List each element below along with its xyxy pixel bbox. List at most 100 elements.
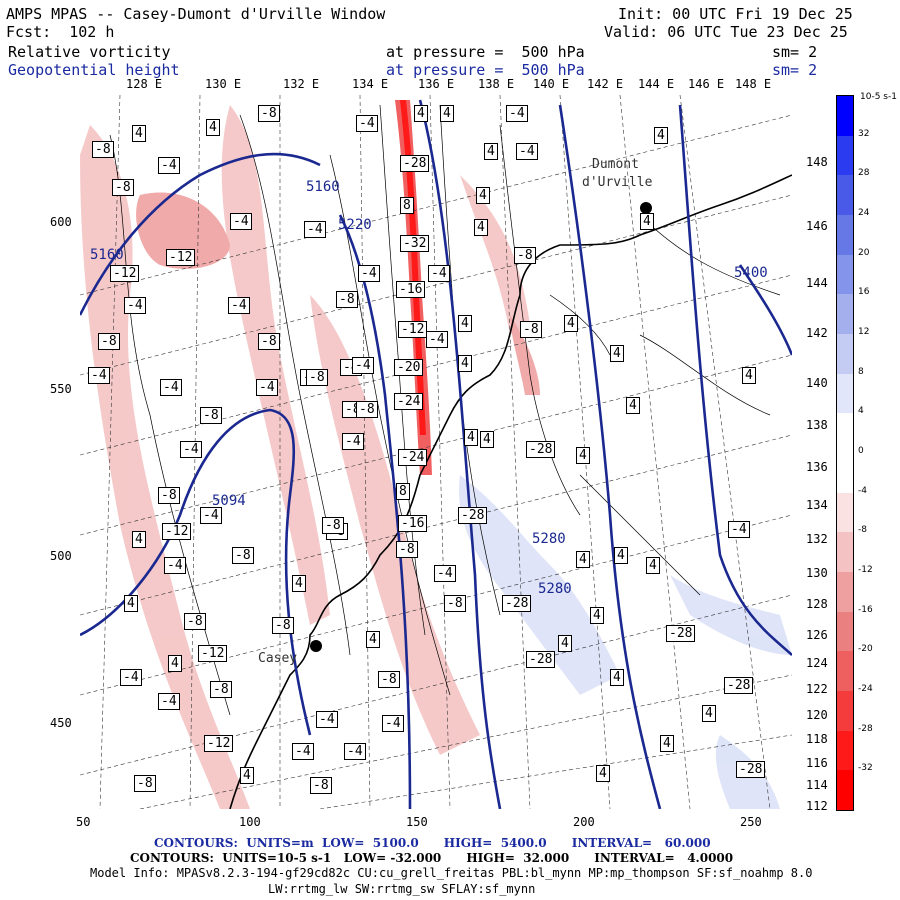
colorbar-swatch: [837, 373, 853, 414]
vorticity-label: 4: [366, 631, 380, 648]
lat-label: 120 E: [806, 708, 843, 722]
station-label-dumont: Dumont: [592, 157, 639, 172]
vorticity-label: -8: [514, 247, 536, 264]
colorbar-tick-label: 24: [858, 208, 870, 218]
lat-label: 144 E: [806, 276, 843, 290]
vorticity-label: -12: [110, 265, 140, 282]
colorbar-swatch: [837, 651, 853, 691]
init-time: Init: 00 UTC Fri 19 Dec 25: [618, 5, 853, 23]
vorticity-label: 8: [400, 197, 414, 214]
vorticity-label: -16: [398, 515, 428, 532]
colorbar-swatch: [837, 135, 853, 176]
vorticity-label: 4: [480, 431, 494, 448]
vorticity-label: -28: [458, 507, 488, 524]
vorticity-label: -4: [316, 711, 338, 728]
lat-label: 132 E: [806, 532, 843, 546]
vorticity-label: 4: [474, 219, 488, 236]
lat-label: 138 E: [806, 418, 843, 432]
vorticity-label: 4: [654, 127, 668, 144]
x-tick-label: 250: [740, 815, 762, 829]
vorticity-label: -4: [120, 669, 142, 686]
vorticity-map: Dumont d'Urville Casey 5160 5160 5220 50…: [80, 95, 792, 809]
vorticity-label: 4: [610, 669, 624, 686]
vorticity-label: 4: [464, 429, 478, 446]
vorticity-label: -4: [434, 565, 456, 582]
lat-label: 124 E: [806, 656, 843, 670]
vorticity-label: 4: [702, 705, 716, 722]
dumont-durville-station-dot: [640, 202, 652, 214]
vorticity-label: 4: [742, 367, 756, 384]
y-tick-label: 600: [50, 215, 72, 229]
vorticity-label: -32: [400, 235, 430, 252]
vorticity-label: 4: [576, 447, 590, 464]
vorticity-label: 4: [610, 345, 624, 362]
lat-label: 128 E: [806, 597, 843, 611]
chart-title: AMPS MPAS -- Casey-Dumont d'Urville Wind…: [6, 5, 386, 23]
vorticity-label: 4: [558, 635, 572, 652]
field1-sm: sm= 2: [772, 43, 818, 61]
lat-label: 136 E: [806, 460, 843, 474]
x-tick-label: 200: [573, 815, 595, 829]
lon-label: 138 E: [478, 77, 515, 91]
vorticity-label: -4: [292, 743, 314, 760]
field2-level: at pressure = 500 hPa: [386, 61, 585, 79]
height-contours: [80, 99, 792, 809]
vorticity-label: 4: [596, 765, 610, 782]
model-info-2: LW:rrtmg_lw SW:rrtmg_sw SFLAY:sf_mynn: [268, 882, 536, 896]
lon-label: 128 E: [126, 77, 163, 91]
y-tick-label: 500: [50, 549, 72, 563]
lon-label: 132 E: [283, 77, 320, 91]
vorticity-label: 4: [626, 397, 640, 414]
colorbar-swatch: [837, 254, 853, 295]
colorbar-swatch: [837, 730, 853, 771]
height-contour-label: 5280: [532, 531, 566, 547]
lon-label: 136 E: [418, 77, 455, 91]
colorbar-swatch: [837, 175, 853, 215]
vorticity-label: 4: [458, 315, 472, 332]
vorticity-label: 4: [168, 655, 182, 672]
vorticity-label: -4: [124, 297, 146, 314]
colorbar-swatch: [837, 413, 853, 453]
vorticity-label: -4: [428, 265, 450, 282]
vorticity-label: -4: [358, 265, 380, 282]
vorticity-label: 4: [440, 105, 454, 122]
colorbar: [836, 95, 854, 811]
field2-name: Geopotential height: [8, 61, 180, 79]
vorticity-label: -8: [310, 777, 332, 794]
station-label-casey: Casey: [258, 651, 298, 666]
casey-station-dot: [310, 640, 322, 652]
vorticity-label: -4: [158, 157, 180, 174]
x-tick-label: 50: [76, 815, 91, 829]
colorbar-swatch: [837, 690, 853, 731]
vorticity-label: -8: [520, 321, 542, 338]
colorbar-tick-label: -4: [858, 485, 867, 496]
colorbar-swatch: [837, 611, 853, 652]
vorticity-label: -8: [378, 671, 400, 688]
height-contour-label: 5400: [734, 265, 768, 281]
vorticity-label: -28: [666, 625, 696, 642]
y-tick-label: 550: [50, 382, 72, 396]
lat-label: 142 E: [806, 326, 843, 340]
vorticity-label: -8: [158, 487, 180, 504]
vorticity-label: -8: [336, 291, 358, 308]
colorbar-tick-label: 32: [858, 128, 870, 139]
vorticity-label: -8: [272, 617, 294, 634]
lat-label: 146 E: [806, 219, 843, 233]
colorbar-tick-label: -20: [858, 644, 873, 655]
lat-label: 134 E: [806, 498, 843, 512]
colorbar-swatch: [837, 770, 853, 810]
vorticity-label: 4: [484, 143, 498, 160]
colorbar-tick-label: 8: [858, 366, 864, 377]
colorbar-swatch: [837, 96, 853, 136]
vorticity-label: 4: [614, 547, 628, 564]
vorticity-label: 4: [660, 735, 674, 752]
colorbar-tick-label: 28: [858, 168, 870, 179]
vorticity-label: -28: [526, 651, 556, 668]
valid-time: Valid: 06 UTC Tue 23 Dec 25: [604, 23, 848, 41]
vorticity-label: -4: [200, 507, 222, 524]
vorticity-label: -28: [502, 595, 532, 612]
colorbar-swatch: [837, 571, 853, 612]
vorticity-label: -8: [232, 547, 254, 564]
x-tick-label: 100: [239, 815, 261, 829]
lon-label: 130 E: [205, 77, 242, 91]
